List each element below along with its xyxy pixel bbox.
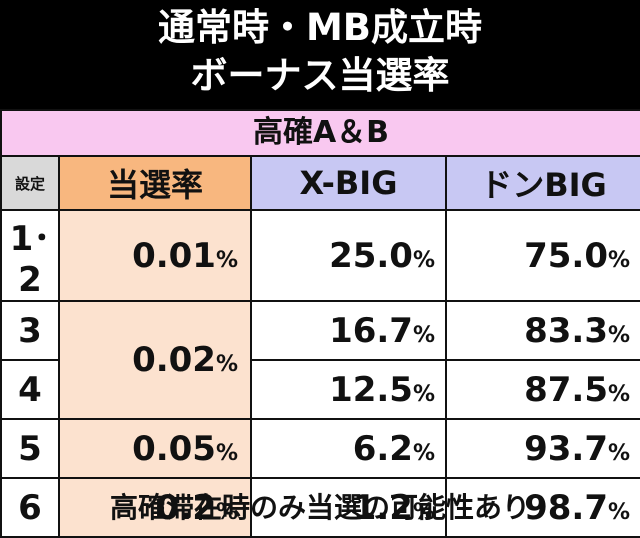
xbig-value: 12.5 [329,369,413,410]
column-header-setting: 設定 [0,155,60,211]
donbig-cell: 98.7% [444,477,640,538]
column-header-rate: 当選率 [58,155,252,211]
rate-value: 0.01 [132,235,216,276]
xbig-cell: 16.7% [250,300,447,361]
table-row: 3 0.02% 16.7% 83.3% [0,300,640,420]
title-banner: 通常時・MB成立時 ボーナス当選率 [0,0,640,109]
xbig-cell: 6.2% [250,418,447,479]
donbig-value: 98.7 [524,487,608,528]
bonus-rate-table: 高確A＆B 設定 当選率 X-BIG ドンBIG 1･2 0.01% 25.0%… [0,109,640,538]
unit-label: % [412,322,435,348]
unit-label: % [412,440,435,466]
donbig-cell: 87.5% [444,359,640,420]
xbig-cell: 12.5% [250,359,447,420]
unit-label: % [607,322,631,348]
table-row: 1･2 0.01% 25.0% 75.0% [0,209,640,302]
donbig-cell: 75.0% [444,209,640,302]
rate-cell: 0.01% [58,209,252,302]
setting-label: 5 [0,418,60,479]
column-header-xbig: X-BIG [250,155,447,211]
xbig-cell: 1.2% [250,477,447,538]
rate-cell: 0.05% [58,418,252,479]
unit-label: % [412,381,435,407]
donbig-value: 75.0 [524,235,608,276]
xbig-value: 25.0 [329,235,413,276]
xbig-cell: 25.0% [250,209,447,302]
rate-cell: 0.2% [58,477,252,538]
unit-label: % [607,440,631,466]
rate-cell-merged: 0.02% [58,300,252,420]
unit-label: % [412,499,435,525]
setting-label: 4 [0,359,60,420]
unit-label: % [412,247,435,273]
table-row: 4 12.5% 87.5% [0,359,640,420]
donbig-value: 93.7 [524,428,608,469]
title-line-1: 通常時・MB成立時 [157,6,483,49]
column-header-donbig: ドンBIG [444,155,640,211]
unit-label: % [215,247,238,273]
xbig-value: 6.2 [352,428,413,469]
unit-label: % [607,499,631,525]
donbig-cell: 83.3% [444,300,640,361]
footnote: 高確滞在時のみ当選の可能性あり [109,491,530,524]
table-row: 5 0.05% 6.2% 93.7% [0,418,640,479]
rate-value: 0.02 [132,340,216,380]
unit-label: % [215,352,238,377]
setting-label: 6 [0,477,60,538]
rate-value: 0.2 [155,487,216,528]
unit-label: % [607,381,631,407]
mode-subheader: 高確A＆B [0,109,640,157]
donbig-value: 87.5 [524,369,608,410]
donbig-cell: 93.7% [444,418,640,479]
donbig-value: 83.3 [524,310,608,351]
rate-value: 0.05 [132,428,216,469]
xbig-value: 1.2 [352,487,413,528]
setting-label: 3 [0,300,60,361]
title-line-2: ボーナス当選率 [190,54,450,97]
xbig-value: 16.7 [329,310,413,351]
unit-label: % [215,440,238,466]
unit-label: % [215,499,238,525]
unit-label: % [607,247,631,273]
table-row: 6 0.2% 1.2% 98.7% [0,477,640,538]
setting-label: 1･2 [0,209,60,302]
